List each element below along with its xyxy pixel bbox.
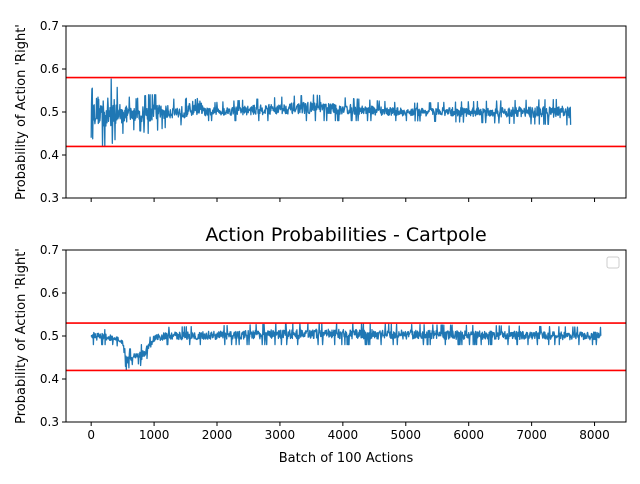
- top-axis-ticks: 0.3 0.4 0.5 0.6 0.7: [40, 19, 596, 205]
- top-y-tick-label-1: 0.4: [40, 148, 59, 162]
- top-y-tick-label-3: 0.6: [40, 62, 59, 76]
- bottom-subplot: Action Probabilities - Cartpole 0 1000 200…: [14, 224, 627, 466]
- bottom-reference-lines: [66, 322, 626, 372]
- bottom-y-tick-label-3: 0.6: [40, 286, 59, 300]
- bottom-x-tick-label-1: 1000: [139, 428, 170, 442]
- top-subplot: 0.3 0.4 0.5 0.6 0.7 Probability of Action 'R…: [14, 19, 627, 205]
- top-series-line-0: [90, 78, 572, 148]
- bottom-y-tick-label-1: 0.4: [40, 372, 59, 386]
- bottom-x-tick-label-3: 3000: [265, 428, 296, 442]
- bottom-axis-ticks: 0 1000 2000 3000 4000 5000 6000 7000 8000 0.3 0.4 0…: [40, 243, 610, 442]
- bottom-series-line-0: [90, 322, 602, 371]
- bottom-x-tick-label-5: 5000: [391, 428, 422, 442]
- top-y-axis-label: Probability of Action 'Right': [14, 24, 29, 200]
- bottom-series-trace: [90, 322, 602, 371]
- legend-box: [606, 256, 620, 269]
- top-reference-lines: [66, 76, 626, 148]
- top-series-trace: [90, 78, 572, 148]
- bottom-x-tick-label-8: 8000: [579, 428, 610, 442]
- top-y-tick-label-2: 0.5: [40, 105, 59, 119]
- bottom-y-tick-label-4: 0.7: [40, 243, 59, 257]
- bottom-y-tick-label-0: 0.3: [40, 415, 59, 429]
- bottom-x-tick-label-0: 0: [87, 428, 95, 442]
- top-y-tick-label-0: 0.3: [40, 191, 59, 205]
- x-axis-label: Batch of 100 Actions: [279, 451, 414, 466]
- bottom-y-axis-label: Probability of Action 'Right': [14, 248, 29, 424]
- bottom-x-tick-label-7: 7000: [516, 428, 547, 442]
- top-y-tick-label-4: 0.7: [40, 19, 59, 33]
- chart-title: Action Probabilities - Cartpole: [205, 224, 486, 246]
- bottom-x-tick-label-4: 4000: [328, 428, 359, 442]
- bottom-x-tick-label-2: 2000: [202, 428, 233, 442]
- bottom-y-tick-label-2: 0.5: [40, 329, 59, 343]
- bottom-x-tick-label-6: 6000: [453, 428, 484, 442]
